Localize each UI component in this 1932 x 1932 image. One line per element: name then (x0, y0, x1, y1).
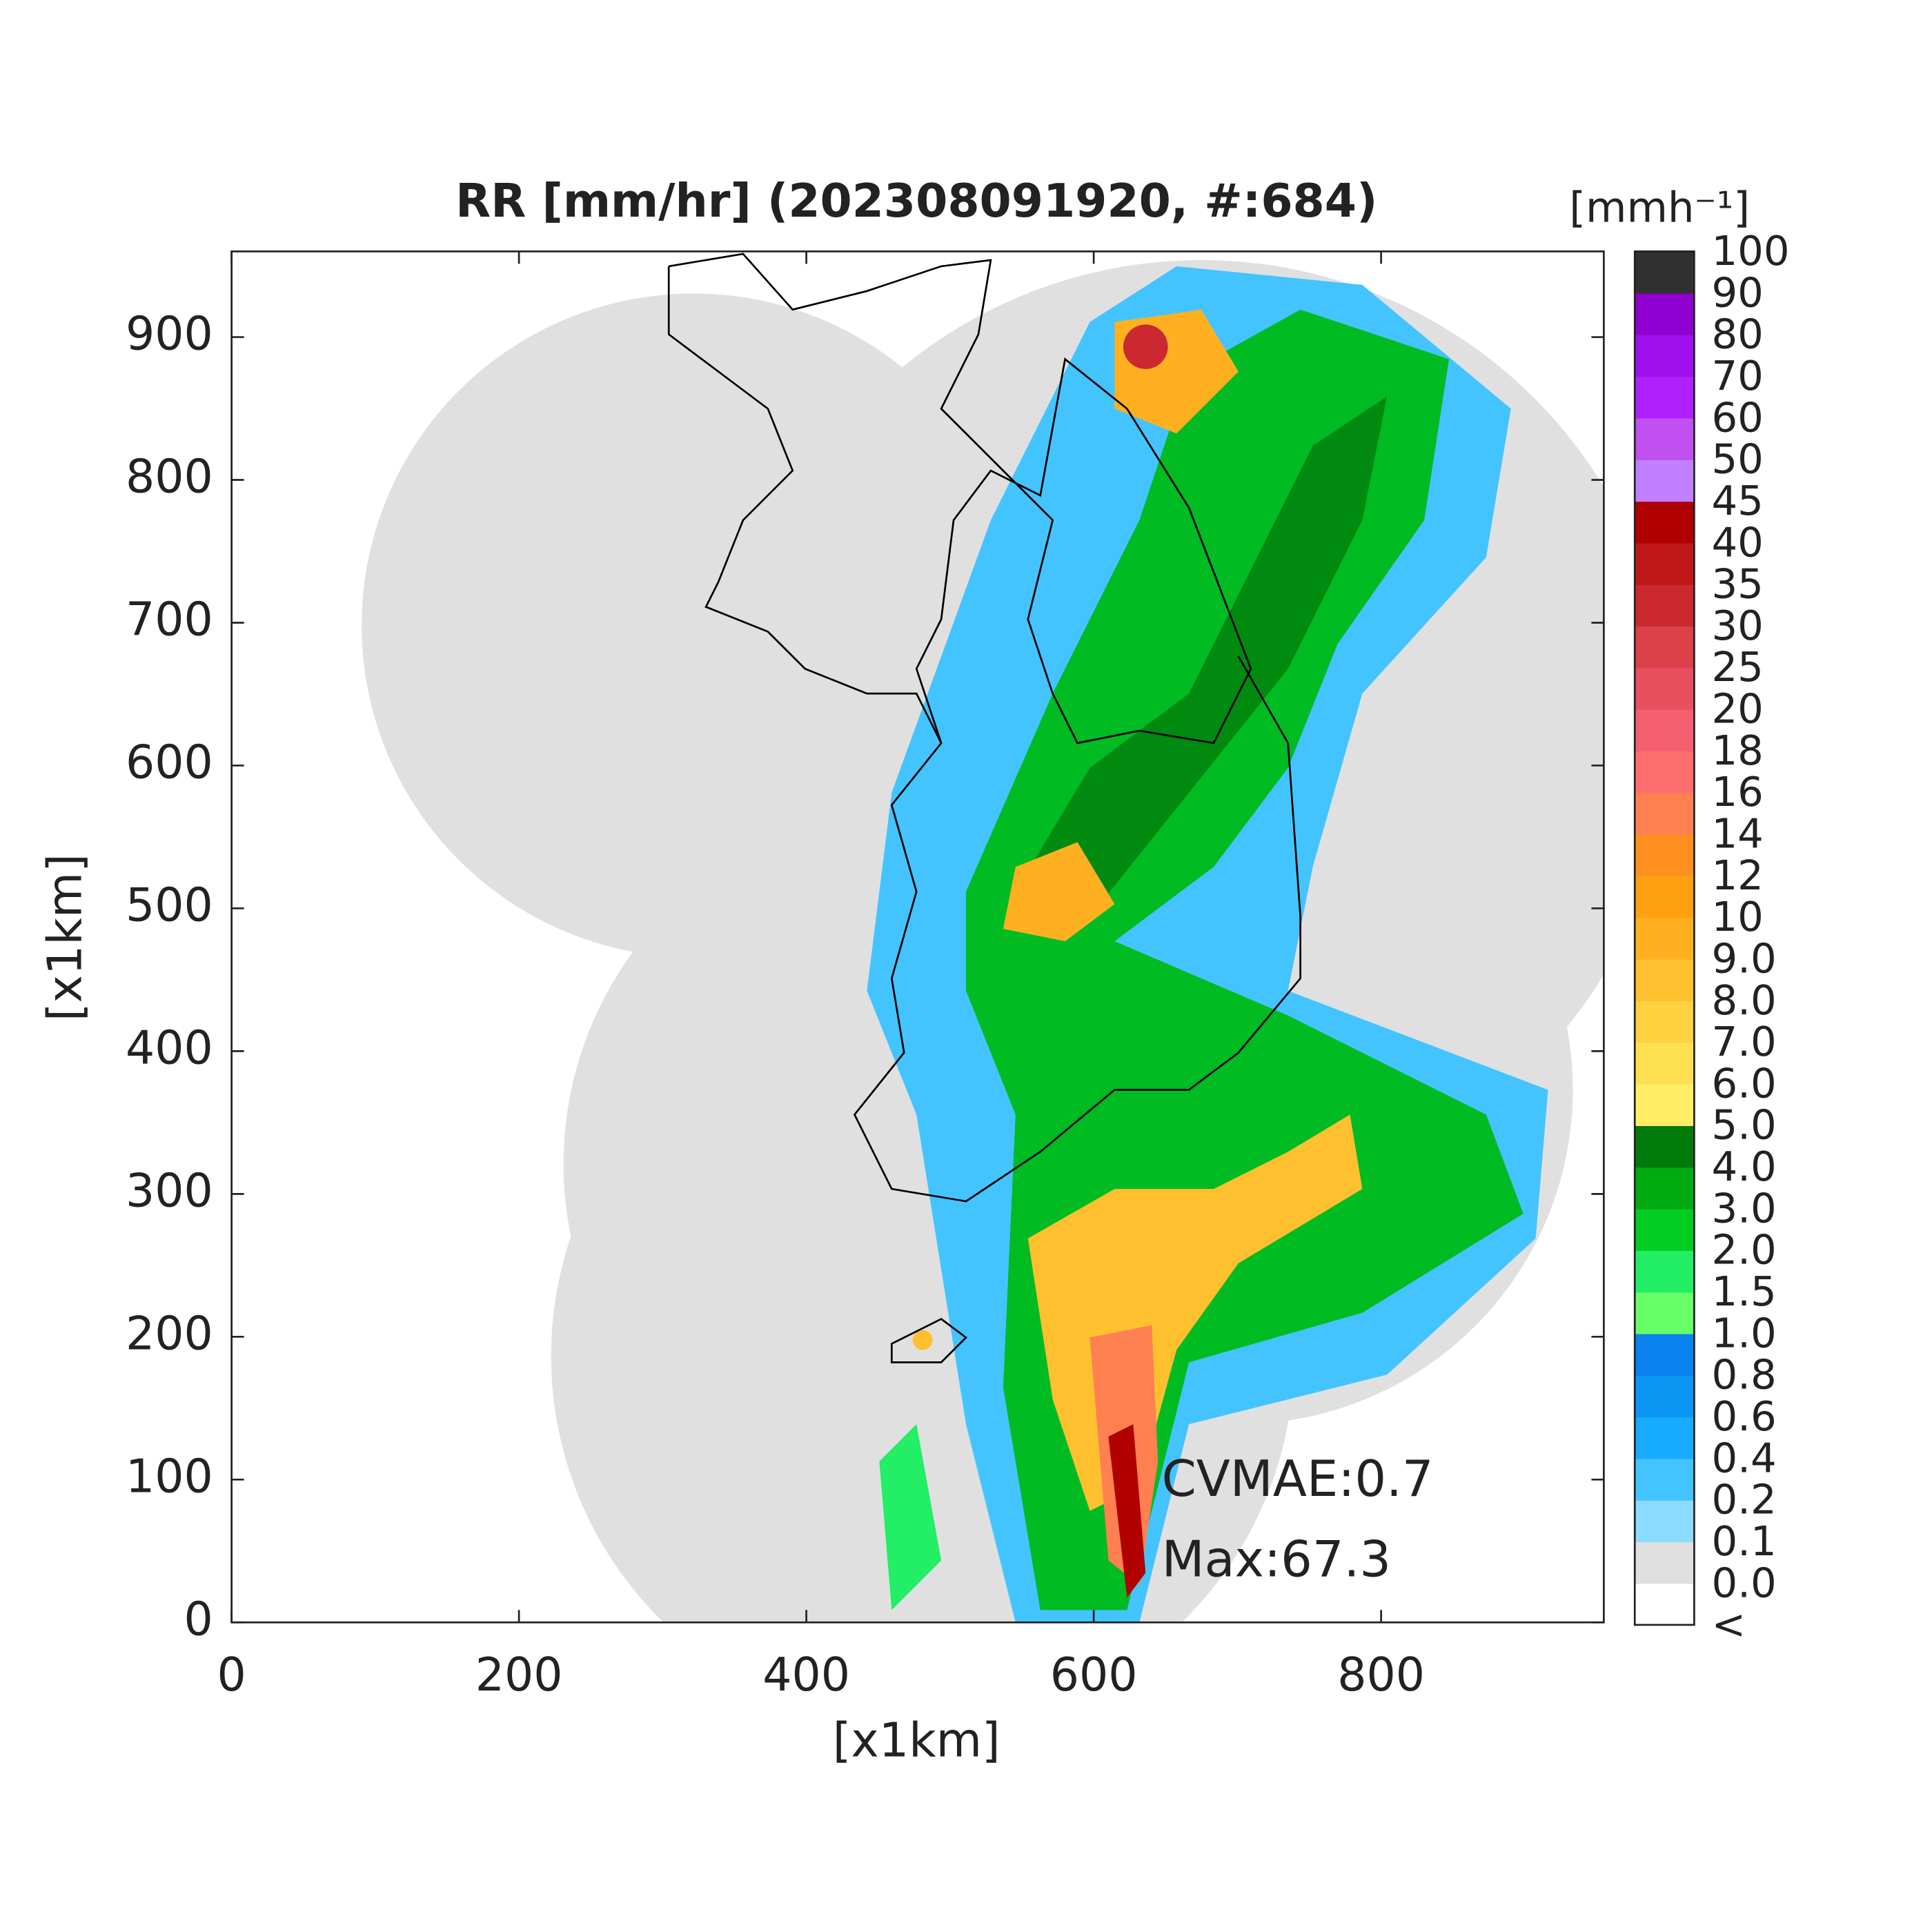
colorbar-label: 50 (1712, 435, 1764, 483)
colorbar-swatch (1635, 876, 1695, 918)
colorbar-swatch (1635, 917, 1695, 960)
colorbar-label: 35 (1712, 560, 1764, 608)
x-tick-label: 0 (217, 1648, 246, 1702)
colorbar-swatch (1635, 542, 1695, 585)
colorbar-swatch (1635, 1167, 1695, 1210)
colorbar-label: 0.1 (1712, 1517, 1777, 1565)
x-tick-label: 600 (1050, 1648, 1138, 1702)
coastline (667, 253, 1301, 1363)
colorbar-label: 16 (1712, 768, 1764, 816)
colorbar-label: 60 (1712, 393, 1764, 441)
colorbar-title: [mmh⁻¹] (1569, 184, 1750, 233)
annotation: CVMAE:0.7 (1162, 1450, 1434, 1508)
colorbar-label: 14 (1712, 810, 1764, 858)
colorbar-label: 1.5 (1712, 1268, 1777, 1315)
colorbar-label: 30 (1712, 602, 1764, 649)
colorbar-swatch (1635, 1125, 1695, 1168)
colorbar-label: 0.0 (1712, 1559, 1777, 1606)
colorbar-swatch (1635, 1417, 1695, 1459)
y-tick-label: 900 (126, 307, 213, 361)
colorbar-label: 0.4 (1712, 1434, 1777, 1481)
colorbar-label: 5.0 (1712, 1101, 1777, 1149)
colorbar-label: 1.0 (1712, 1309, 1777, 1357)
colorbar-label: 6.0 (1712, 1059, 1777, 1107)
chart-title: RR [mm/hr] (202308091920, #:684) (455, 174, 1377, 228)
colorbar-swatch (1635, 293, 1695, 335)
colorbar-label: 7.0 (1712, 1018, 1777, 1065)
colorbar-label: 9.0 (1712, 934, 1777, 982)
colorbar-label: 4.0 (1712, 1143, 1777, 1190)
colorbar-label: 25 (1712, 643, 1764, 691)
colorbar-swatch (1635, 417, 1695, 460)
y-tick-label: 800 (126, 450, 213, 504)
colorbar-swatch (1635, 1583, 1695, 1626)
colorbar-label: 0.8 (1712, 1351, 1777, 1399)
y-tick-label: 200 (126, 1306, 213, 1360)
colorbar-label: 12 (1712, 851, 1764, 899)
y-tick-label: 600 (126, 736, 213, 789)
colorbar-label: < (1712, 1601, 1746, 1648)
colorbar-swatch (1635, 792, 1695, 835)
colorbar-label: 2.0 (1712, 1226, 1777, 1274)
annotation: Max:67.3 (1162, 1530, 1391, 1588)
y-tick-label: 700 (126, 593, 213, 647)
colorbar-swatch (1635, 958, 1695, 1001)
colorbar-swatch (1635, 1250, 1695, 1293)
colorbar-swatch (1635, 626, 1695, 669)
radar-field (362, 253, 1604, 1623)
y-tick-label: 0 (184, 1592, 213, 1646)
colorbar-label: 80 (1712, 310, 1764, 358)
y-axis-label: [x1km] (38, 854, 92, 1021)
colorbar-label: 45 (1712, 477, 1764, 524)
colorbar-swatch (1635, 1000, 1695, 1043)
colorbar-swatch (1635, 1333, 1695, 1376)
colorbar-label: 100 (1712, 227, 1790, 275)
precipitation (867, 266, 1548, 1623)
colorbar-label: 40 (1712, 518, 1764, 566)
colorbar-swatch (1635, 709, 1695, 752)
colorbar-swatch (1635, 1541, 1695, 1584)
colorbar-swatch (1635, 1374, 1695, 1418)
colorbar-swatch (1635, 751, 1695, 793)
colorbar-swatch (1635, 1292, 1695, 1334)
x-axis-label: [x1km] (833, 1714, 1000, 1768)
colorbar-label: 3.0 (1712, 1184, 1777, 1232)
colorbar-swatch (1635, 251, 1695, 294)
colorbar-swatch (1635, 501, 1695, 544)
colorbar-label: 0.2 (1712, 1476, 1777, 1524)
y-tick-label: 300 (126, 1163, 213, 1217)
colorbar-swatch (1635, 1042, 1695, 1085)
colorbar-swatch (1635, 1083, 1695, 1126)
colorbar-label: 8.0 (1712, 976, 1777, 1024)
colorbar-swatch (1635, 1499, 1695, 1543)
colorbar-label: 20 (1712, 685, 1764, 733)
y-tick-label: 500 (126, 878, 213, 931)
colorbar-swatch (1635, 459, 1695, 502)
x-tick-label: 400 (762, 1648, 850, 1702)
colorbar-frame (1633, 250, 1695, 1626)
colorbar-label: 18 (1712, 727, 1764, 774)
colorbar-label: 0.6 (1712, 1392, 1777, 1440)
colorbar-swatch (1635, 1208, 1695, 1251)
y-tick-label: 400 (126, 1021, 213, 1074)
colorbar-label: 70 (1712, 352, 1764, 400)
colorbar-swatch (1635, 667, 1695, 710)
colorbar-label: 90 (1712, 268, 1764, 316)
x-tick-label: 800 (1337, 1648, 1425, 1702)
colorbar-swatch (1635, 584, 1695, 627)
colorbar-swatch (1635, 376, 1695, 419)
y-tick-label: 100 (126, 1449, 213, 1503)
colorbar-swatch (1635, 334, 1695, 377)
colorbar-label: 10 (1712, 893, 1764, 940)
plot-frame (230, 250, 1605, 1624)
x-tick-label: 200 (475, 1648, 563, 1702)
colorbar-swatch (1635, 1458, 1695, 1501)
colorbar-swatch (1635, 834, 1695, 877)
